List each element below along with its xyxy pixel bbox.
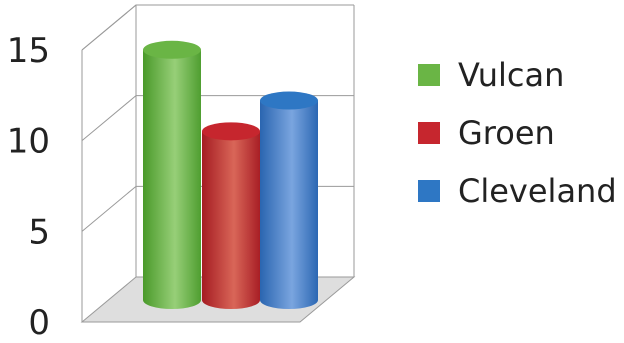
y-tick-label: 10 bbox=[7, 122, 50, 162]
bar-top bbox=[260, 91, 318, 110]
y-tick-label: 15 bbox=[7, 31, 50, 71]
legend-swatch bbox=[418, 122, 440, 144]
bar-groen bbox=[202, 122, 260, 309]
bar-top bbox=[143, 40, 201, 59]
legend-item: Cleveland bbox=[418, 172, 617, 210]
legend-label: Cleveland bbox=[458, 172, 617, 210]
bar-body bbox=[260, 100, 318, 310]
bar-body bbox=[143, 49, 201, 309]
legend-swatch bbox=[418, 64, 440, 86]
legend-item: Vulcan bbox=[418, 56, 564, 94]
legend-swatch bbox=[418, 180, 440, 202]
bar-vulcan bbox=[143, 40, 201, 309]
bars bbox=[143, 40, 318, 310]
legend-label: Groen bbox=[458, 114, 555, 152]
legend-label: Vulcan bbox=[458, 56, 564, 94]
legend: Vulcan Groen Cleveland bbox=[418, 56, 617, 210]
y-axis-tick-labels: 0 5 10 15 bbox=[7, 31, 50, 343]
gridline bbox=[81, 4, 354, 51]
bar-cleveland bbox=[260, 91, 318, 310]
y-tick-label: 0 bbox=[28, 303, 50, 343]
bar-body bbox=[202, 131, 260, 309]
legend-item: Groen bbox=[418, 114, 555, 152]
y-tick-label: 5 bbox=[28, 212, 50, 252]
bar-top bbox=[202, 122, 260, 141]
